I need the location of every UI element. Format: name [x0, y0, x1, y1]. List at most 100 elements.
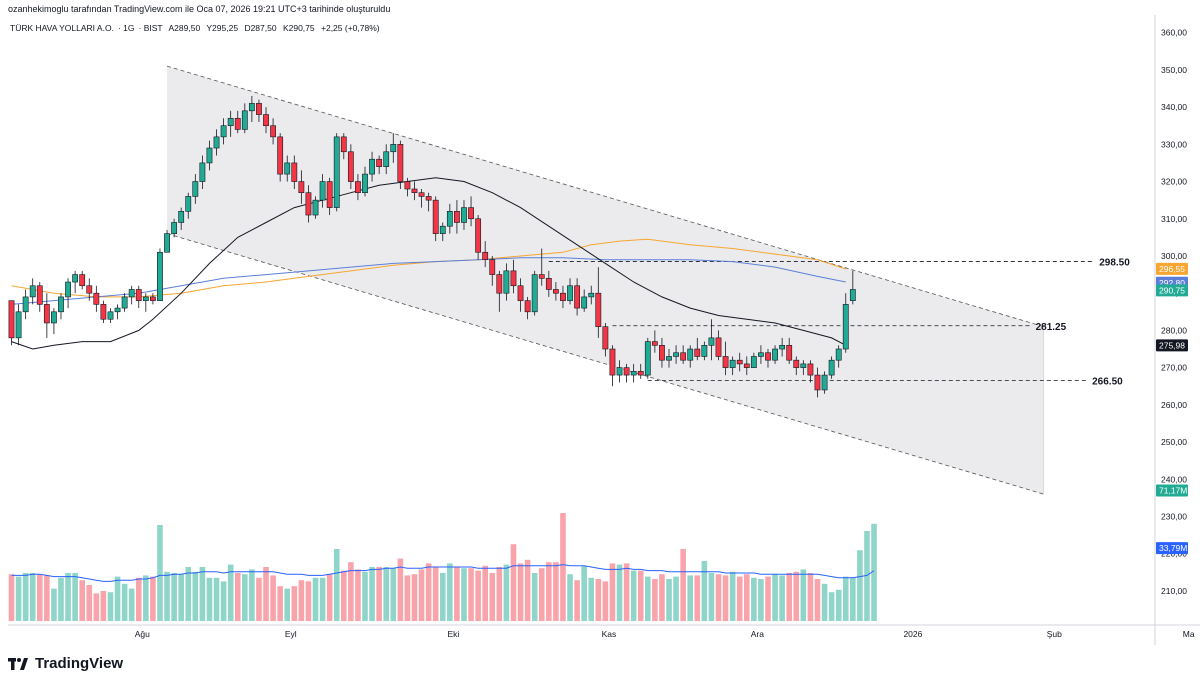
- volume-bar: [135, 577, 142, 621]
- volume-bar: [72, 573, 78, 621]
- candle: [369, 151, 375, 182]
- volume-bar: [574, 580, 580, 621]
- volume-bar: [8, 574, 15, 621]
- symbol-exchange: BIST: [143, 23, 163, 33]
- candle: [362, 166, 368, 197]
- candle-body: [185, 196, 192, 212]
- candle-body: [637, 371, 644, 376]
- candle: [411, 181, 418, 201]
- candle: [326, 177, 333, 216]
- candle: [701, 341, 708, 361]
- candle: [630, 363, 637, 383]
- candle: [305, 185, 312, 223]
- candle: [496, 270, 503, 312]
- candle-body: [15, 311, 22, 339]
- tradingview-logo-icon: [8, 657, 28, 670]
- symbol-interval[interactable]: 1G: [123, 23, 135, 33]
- volume-bar: [630, 570, 637, 621]
- candle-body: [347, 151, 354, 182]
- candle: [347, 144, 354, 189]
- volume-bar: [793, 571, 800, 621]
- candle-body: [842, 304, 849, 350]
- volume-bar: [786, 573, 792, 621]
- candle-body: [786, 345, 793, 361]
- volume-bar: [510, 544, 517, 621]
- volume-bar: [192, 571, 199, 621]
- candle-body: [779, 345, 786, 350]
- volume-bar: [567, 574, 573, 621]
- descending-channel[interactable]: [166, 65, 1045, 495]
- volume-bar: [729, 571, 736, 621]
- candle-body: [461, 207, 467, 223]
- candle-body: [772, 348, 778, 361]
- level-label: 281.25: [1036, 322, 1067, 333]
- candlesticks: [8, 95, 856, 398]
- candle-body: [673, 352, 679, 357]
- candle-body: [326, 181, 333, 208]
- attribution-text: ozanhekimoglu tarafından TradingView.com…: [8, 4, 391, 14]
- candle: [588, 285, 595, 305]
- level-label: 266.50: [1092, 377, 1123, 388]
- candle-body: [263, 114, 269, 127]
- candle-body: [701, 345, 708, 357]
- candle-body: [340, 136, 347, 153]
- tradingview-logo[interactable]: TradingView: [8, 655, 123, 672]
- candle: [510, 259, 517, 294]
- price-tick-label: 360,00: [1161, 28, 1187, 38]
- volume-bar: [439, 573, 446, 621]
- candle: [312, 196, 319, 219]
- symbol-name[interactable]: TÜRK HAVA YOLLARI A.O.: [10, 23, 114, 33]
- volume-bars: [8, 513, 877, 621]
- volume-bar: [199, 567, 206, 621]
- candle-body: [220, 125, 227, 138]
- price-tick-label: 230,00: [1161, 512, 1187, 522]
- candle-body: [475, 218, 482, 253]
- candle: [100, 300, 107, 323]
- candle-body: [284, 162, 291, 175]
- volume-bar: [871, 523, 877, 621]
- candle: [107, 308, 114, 323]
- candle: [821, 371, 828, 394]
- candle: [333, 133, 340, 212]
- volume-bar: [213, 577, 220, 621]
- price-badge: 290,75: [1156, 284, 1188, 297]
- volume-bar: [164, 571, 170, 621]
- candle-body: [482, 251, 489, 261]
- candle-body: [715, 337, 722, 357]
- candle-body: [552, 289, 559, 294]
- candle: [581, 289, 588, 312]
- time-tick-label: Ma: [1183, 629, 1195, 639]
- candle: [22, 289, 29, 320]
- volume-bar: [468, 568, 474, 621]
- volume-bar: [496, 567, 503, 621]
- candle: [517, 278, 524, 312]
- candle: [199, 155, 206, 189]
- candle: [128, 285, 135, 305]
- volume-bar: [270, 575, 276, 621]
- candle-body: [793, 359, 800, 368]
- candle-body: [376, 158, 383, 167]
- candle-body: [312, 199, 319, 216]
- price-tick-label: 320,00: [1161, 177, 1187, 187]
- candle-body: [687, 348, 694, 361]
- channel-lower-line: [166, 233, 1044, 495]
- volume-bar: [305, 581, 312, 621]
- candle-body: [609, 348, 616, 376]
- candle: [807, 360, 814, 383]
- candle-body: [390, 144, 397, 153]
- candle: [270, 118, 276, 145]
- time-axis[interactable]: Ağu Eyl Eki Kas Ara 2026 Şub Ma: [135, 629, 1195, 639]
- volume-bar: [659, 574, 665, 621]
- candle: [779, 337, 786, 357]
- volume-bar: [482, 565, 488, 621]
- price-axis[interactable]: 360,00 350,00 340,00 330,00 320,00 310,00 300,…: [1161, 28, 1187, 596]
- ohlc-low: D287,50: [244, 23, 277, 33]
- price-badge-label: 71,17M: [1159, 485, 1187, 495]
- candle: [538, 248, 545, 286]
- candle: [206, 140, 213, 171]
- candle-body: [305, 192, 312, 216]
- volume-bar: [425, 563, 432, 621]
- price-levels[interactable]: 298.50 281.25 266.50: [548, 258, 1130, 388]
- volume-bar: [369, 567, 375, 621]
